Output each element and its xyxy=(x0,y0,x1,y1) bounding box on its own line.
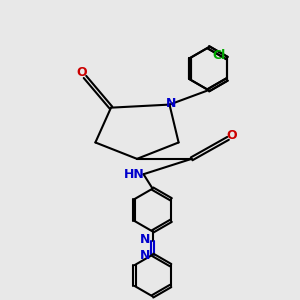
Text: HN: HN xyxy=(124,168,144,181)
Text: N: N xyxy=(140,233,150,246)
Text: N: N xyxy=(140,250,150,262)
Text: O: O xyxy=(77,66,87,79)
Text: N: N xyxy=(166,97,176,110)
Text: O: O xyxy=(226,129,237,142)
Text: Cl: Cl xyxy=(212,49,225,62)
